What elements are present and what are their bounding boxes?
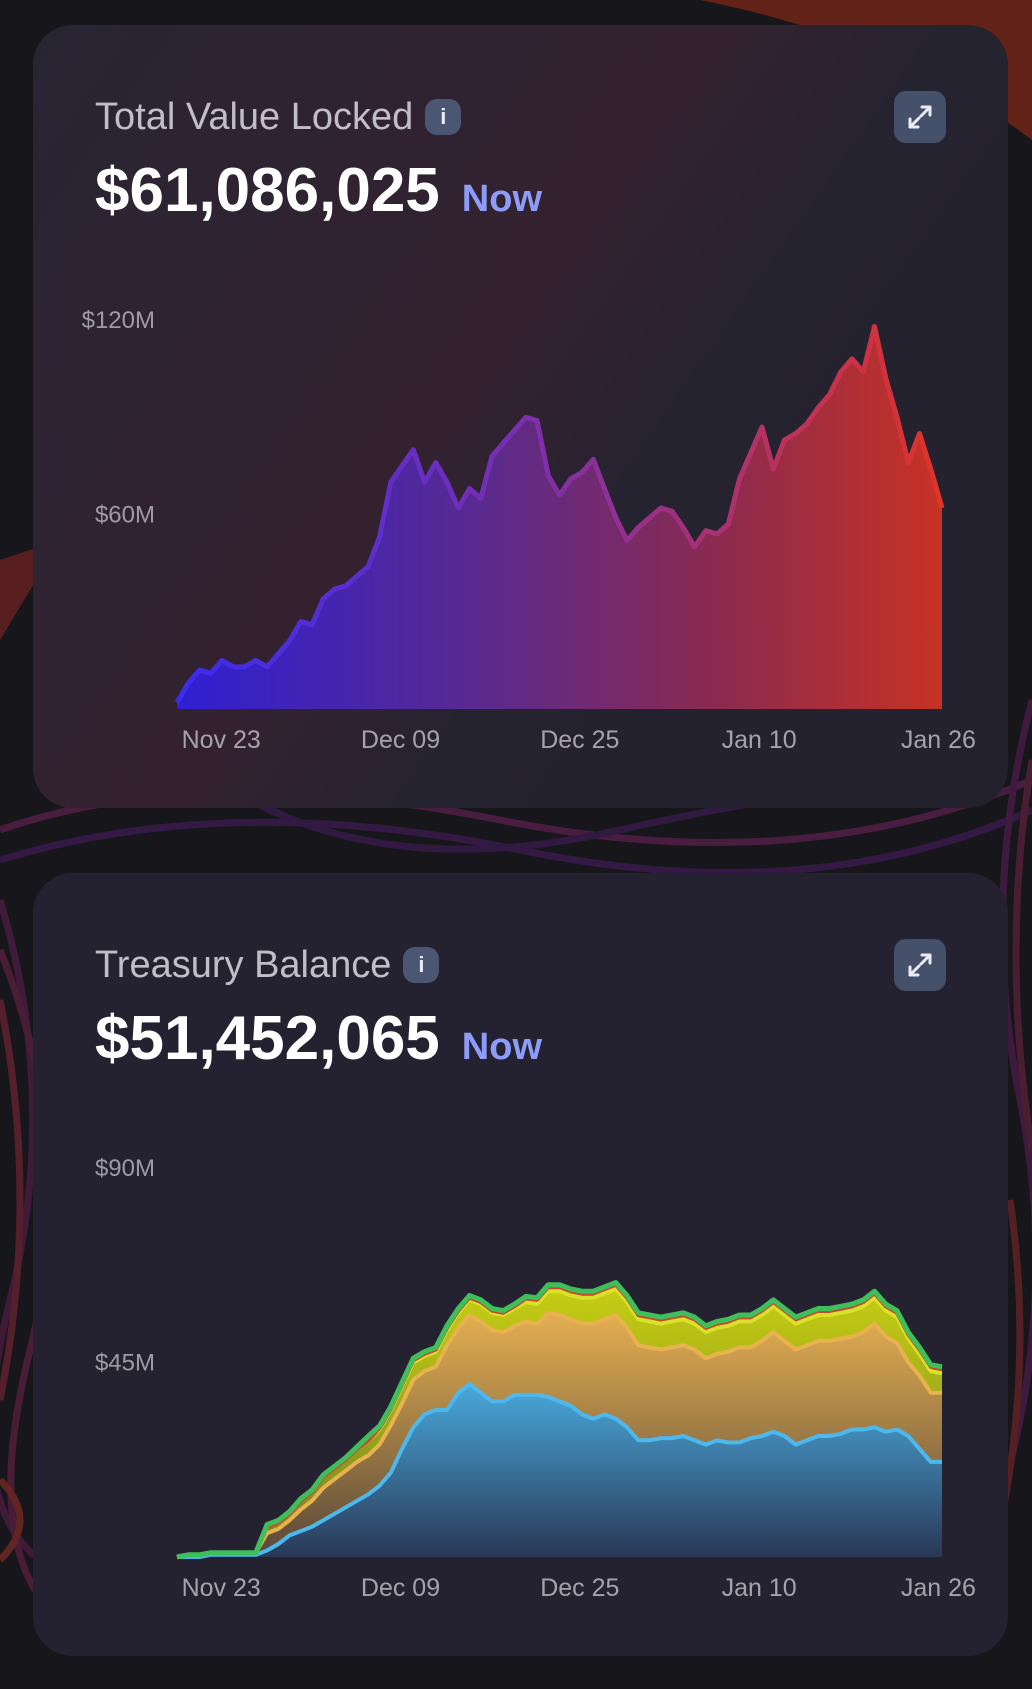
x-tick-label: Dec 09	[361, 1574, 440, 1602]
treasury-area-series-3	[177, 1289, 942, 1557]
treasury-chart: $90M $45M Nov 23 Dec 09 Dec 25 Jan 10 Jan 26	[95, 1155, 976, 1602]
treasury-line-series-1	[177, 1382, 942, 1559]
tvl-title: Total Value Locked i	[95, 93, 462, 141]
tvl-value: $61,086,025	[95, 156, 440, 225]
x-tick-label: Dec 25	[540, 1574, 619, 1602]
x-tick-label: Dec 09	[361, 726, 440, 754]
treasury-value-row: $51,452,065 Now	[95, 1001, 542, 1077]
y-tick-label: $60M	[95, 502, 155, 529]
treasury-line-series-2	[176, 1310, 942, 1559]
x-tick-label: Nov 23	[182, 726, 261, 754]
treasury-title-text: Treasury Balance	[95, 944, 392, 986]
x-tick-label: Jan 10	[722, 726, 797, 754]
y-tick-label: $45M	[95, 1350, 155, 1377]
now-label: Now	[461, 1026, 543, 1068]
expand-icon	[908, 105, 932, 129]
tvl-value-row: $61,086,025 Now	[95, 153, 542, 229]
tvl-card: $120M $60M Nov 23 Dec 09 Dec 25 Jan 10 Jan 26 …	[33, 25, 1008, 808]
expand-button[interactable]	[894, 939, 946, 991]
now-label: Now	[461, 178, 543, 220]
expand-icon	[908, 953, 932, 977]
info-icon[interactable]: i	[403, 947, 440, 983]
tvl-area	[177, 326, 942, 709]
tvl-chart: $120M $60M Nov 23 Dec 09 Dec 25 Jan 10 Jan 26	[82, 307, 976, 754]
info-icon[interactable]: i	[425, 99, 462, 135]
x-tick-label: Dec 25	[540, 726, 619, 754]
treasury-value: $51,452,065	[95, 1004, 440, 1073]
x-tick-label: Jan 26	[901, 726, 976, 754]
x-tick-label: Jan 26	[901, 1574, 976, 1602]
tvl-line	[174, 324, 945, 704]
y-tick-label: $120M	[82, 307, 155, 334]
expand-button[interactable]	[894, 91, 946, 143]
y-tick-label: $90M	[95, 1155, 155, 1182]
treasury-line-series-5	[176, 1280, 943, 1560]
treasury-card: $90M $45M Nov 23 Dec 09 Dec 25 Jan 10 Jan 26 T…	[33, 873, 1008, 1656]
x-tick-label: Nov 23	[182, 1574, 261, 1602]
treasury-area-series-2	[177, 1312, 942, 1557]
treasury-area-series-1	[177, 1384, 942, 1557]
x-tick-label: Jan 10	[722, 1574, 797, 1602]
treasury-title: Treasury Balance i	[95, 941, 440, 989]
tvl-title-text: Total Value Locked	[95, 96, 414, 138]
